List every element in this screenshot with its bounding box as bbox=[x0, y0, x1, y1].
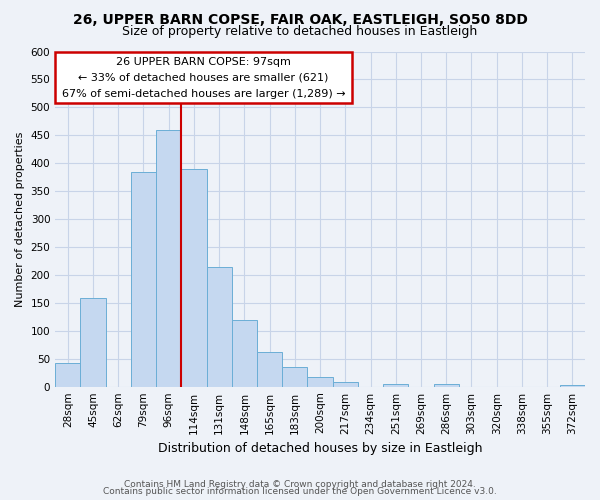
Bar bbox=[55, 363, 80, 386]
Bar bbox=[434, 384, 459, 386]
Bar bbox=[80, 298, 106, 386]
Bar bbox=[257, 352, 282, 386]
X-axis label: Distribution of detached houses by size in Eastleigh: Distribution of detached houses by size … bbox=[158, 442, 482, 455]
Bar bbox=[332, 382, 358, 386]
Bar bbox=[206, 266, 232, 386]
Bar bbox=[232, 320, 257, 386]
Text: Contains HM Land Registry data © Crown copyright and database right 2024.: Contains HM Land Registry data © Crown c… bbox=[124, 480, 476, 489]
Bar bbox=[307, 376, 332, 386]
Text: 26, UPPER BARN COPSE, FAIR OAK, EASTLEIGH, SO50 8DD: 26, UPPER BARN COPSE, FAIR OAK, EASTLEIG… bbox=[73, 12, 527, 26]
Bar bbox=[181, 169, 206, 386]
Bar bbox=[282, 367, 307, 386]
Text: ← 33% of detached houses are smaller (621): ← 33% of detached houses are smaller (62… bbox=[79, 72, 329, 83]
Text: Contains public sector information licensed under the Open Government Licence v3: Contains public sector information licen… bbox=[103, 488, 497, 496]
Text: 26 UPPER BARN COPSE: 97sqm: 26 UPPER BARN COPSE: 97sqm bbox=[116, 57, 291, 67]
FancyBboxPatch shape bbox=[55, 52, 352, 104]
Text: 67% of semi-detached houses are larger (1,289) →: 67% of semi-detached houses are larger (… bbox=[62, 89, 346, 99]
Bar bbox=[156, 130, 181, 386]
Text: Size of property relative to detached houses in Eastleigh: Size of property relative to detached ho… bbox=[122, 25, 478, 38]
Bar bbox=[131, 172, 156, 386]
Bar bbox=[383, 384, 409, 386]
Y-axis label: Number of detached properties: Number of detached properties bbox=[15, 132, 25, 307]
Bar bbox=[560, 385, 585, 386]
